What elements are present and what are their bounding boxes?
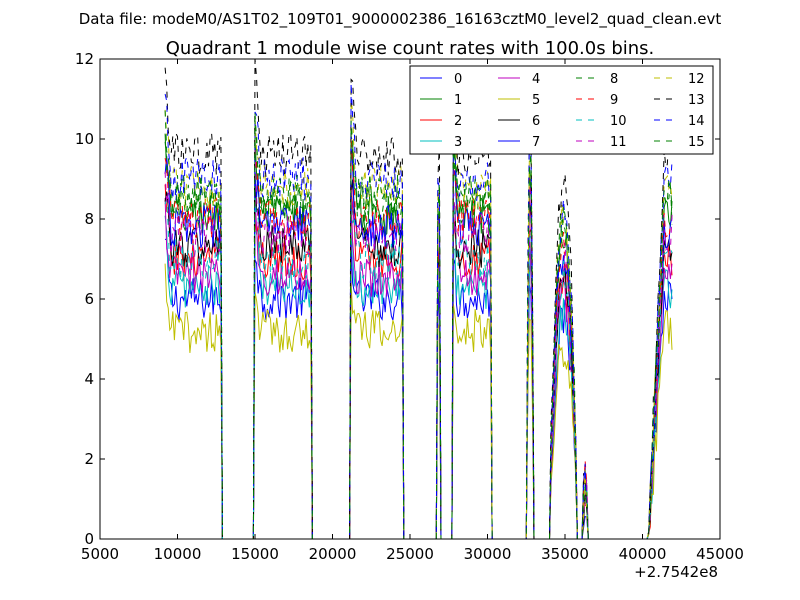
y-tick-label: 2 xyxy=(84,450,94,468)
x-tick-label: 10000 xyxy=(154,545,202,563)
legend-label: 4 xyxy=(532,72,540,87)
x-offset-label: +2.7542e8 xyxy=(634,563,718,581)
series-line-5 xyxy=(164,263,673,540)
legend-label: 14 xyxy=(688,114,705,129)
legend-label: 2 xyxy=(454,114,462,129)
series-line-10 xyxy=(164,196,673,540)
legend-label: 12 xyxy=(688,72,705,87)
series-line-6 xyxy=(164,170,673,540)
x-tick-label: 45000 xyxy=(696,545,744,563)
data-file-line: Data file: modeM0/AS1T02_109T01_90000023… xyxy=(79,10,722,29)
y-tick-label: 4 xyxy=(84,370,94,388)
legend-label: 1 xyxy=(454,93,462,108)
y-tick-label: 6 xyxy=(84,290,94,308)
y-tick-label: 8 xyxy=(84,210,94,228)
series-line-15 xyxy=(164,110,673,540)
y-tick-label: 12 xyxy=(75,50,94,68)
series-line-8 xyxy=(164,122,673,540)
series-line-1 xyxy=(164,133,673,540)
legend-box xyxy=(409,65,714,155)
series-line-3 xyxy=(164,215,673,540)
legend-label: 9 xyxy=(610,93,618,108)
y-tick-label: 10 xyxy=(75,130,94,148)
x-tick-label: 20000 xyxy=(309,545,357,563)
legend-label: 10 xyxy=(610,114,627,129)
legend-label: 6 xyxy=(532,114,540,129)
x-tick-label: 25000 xyxy=(386,545,434,563)
series-line-2 xyxy=(164,183,673,540)
x-tick-label: 5000 xyxy=(81,545,119,563)
x-tick-label: 40000 xyxy=(619,545,667,563)
series-line-11 xyxy=(164,149,673,540)
legend-label: 7 xyxy=(532,135,540,150)
legend-label: 13 xyxy=(688,93,705,108)
chart-title: Quadrant 1 module wise count rates with … xyxy=(166,38,655,59)
y-tick-label: 0 xyxy=(84,530,94,548)
series-line-0 xyxy=(164,238,673,540)
legend-label: 5 xyxy=(532,93,540,108)
x-tick-label: 35000 xyxy=(541,545,589,563)
x-tick-label: 30000 xyxy=(464,545,512,563)
x-tick-label: 15000 xyxy=(231,545,279,563)
series-line-12 xyxy=(164,100,673,540)
legend-label: 15 xyxy=(688,135,705,150)
legend-label: 11 xyxy=(610,135,627,150)
legend-label: 0 xyxy=(454,72,462,87)
legend-label: 3 xyxy=(454,135,462,150)
legend-label: 8 xyxy=(610,72,618,87)
series-line-7 xyxy=(164,147,673,540)
axes: 5000 10000 15000 20000 25000 30000 35000 40000 4… xyxy=(75,50,744,563)
series-line-4 xyxy=(164,195,673,540)
series-line-9 xyxy=(164,129,673,540)
